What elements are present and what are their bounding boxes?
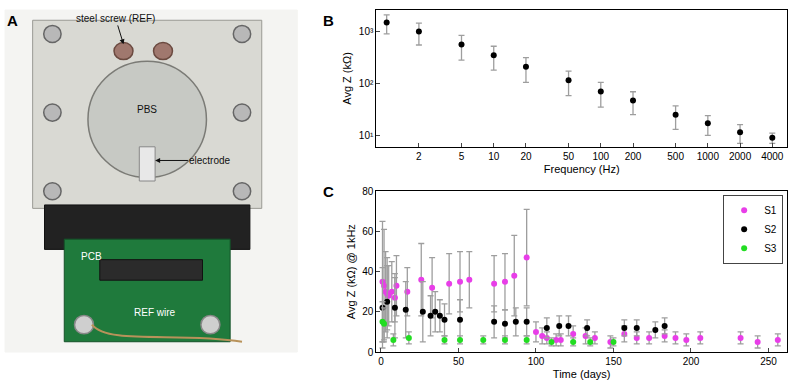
svg-text:Time (days): Time (days) xyxy=(553,368,611,380)
svg-text:electrode: electrode xyxy=(189,155,231,166)
svg-text:Avg Z (kΩ) @ 1kHz: Avg Z (kΩ) @ 1kHz xyxy=(345,224,357,319)
svg-text:steel screw (REF): steel screw (REF) xyxy=(76,13,155,24)
svg-text:200: 200 xyxy=(625,151,642,162)
svg-text:100: 100 xyxy=(528,356,545,367)
svg-text:250: 250 xyxy=(760,356,777,367)
svg-text:A: A xyxy=(7,12,18,29)
svg-text:S2: S2 xyxy=(764,224,777,235)
svg-text:10²: 10² xyxy=(359,78,374,89)
svg-text:10¹: 10¹ xyxy=(359,130,374,141)
svg-text:4000: 4000 xyxy=(761,151,784,162)
svg-text:150: 150 xyxy=(605,356,622,367)
svg-text:PCB: PCB xyxy=(81,251,102,262)
svg-text:0: 0 xyxy=(368,347,374,358)
svg-text:Avg Z (kΩ): Avg Z (kΩ) xyxy=(341,52,353,105)
svg-text:PBS: PBS xyxy=(137,104,157,115)
svg-text:0: 0 xyxy=(378,356,384,367)
svg-text:2000: 2000 xyxy=(729,151,752,162)
svg-text:20: 20 xyxy=(362,306,374,317)
svg-text:50: 50 xyxy=(563,151,575,162)
svg-text:50: 50 xyxy=(453,356,465,367)
svg-text:20: 20 xyxy=(520,151,532,162)
svg-text:60: 60 xyxy=(362,226,374,237)
svg-text:Frequency (Hz): Frequency (Hz) xyxy=(544,163,620,175)
svg-text:C: C xyxy=(323,183,334,200)
svg-text:S1: S1 xyxy=(764,205,777,216)
svg-text:10: 10 xyxy=(488,151,500,162)
svg-text:40: 40 xyxy=(362,266,374,277)
svg-text:500: 500 xyxy=(667,151,684,162)
svg-text:200: 200 xyxy=(683,356,700,367)
svg-text:1000: 1000 xyxy=(697,151,720,162)
svg-text:S3: S3 xyxy=(764,243,777,254)
svg-text:REF wire: REF wire xyxy=(134,307,176,318)
svg-text:5: 5 xyxy=(459,151,465,162)
svg-text:100: 100 xyxy=(592,151,609,162)
svg-text:10³: 10³ xyxy=(359,26,374,37)
svg-text:B: B xyxy=(323,12,334,29)
svg-text:80: 80 xyxy=(362,186,374,197)
svg-text:2: 2 xyxy=(416,151,422,162)
